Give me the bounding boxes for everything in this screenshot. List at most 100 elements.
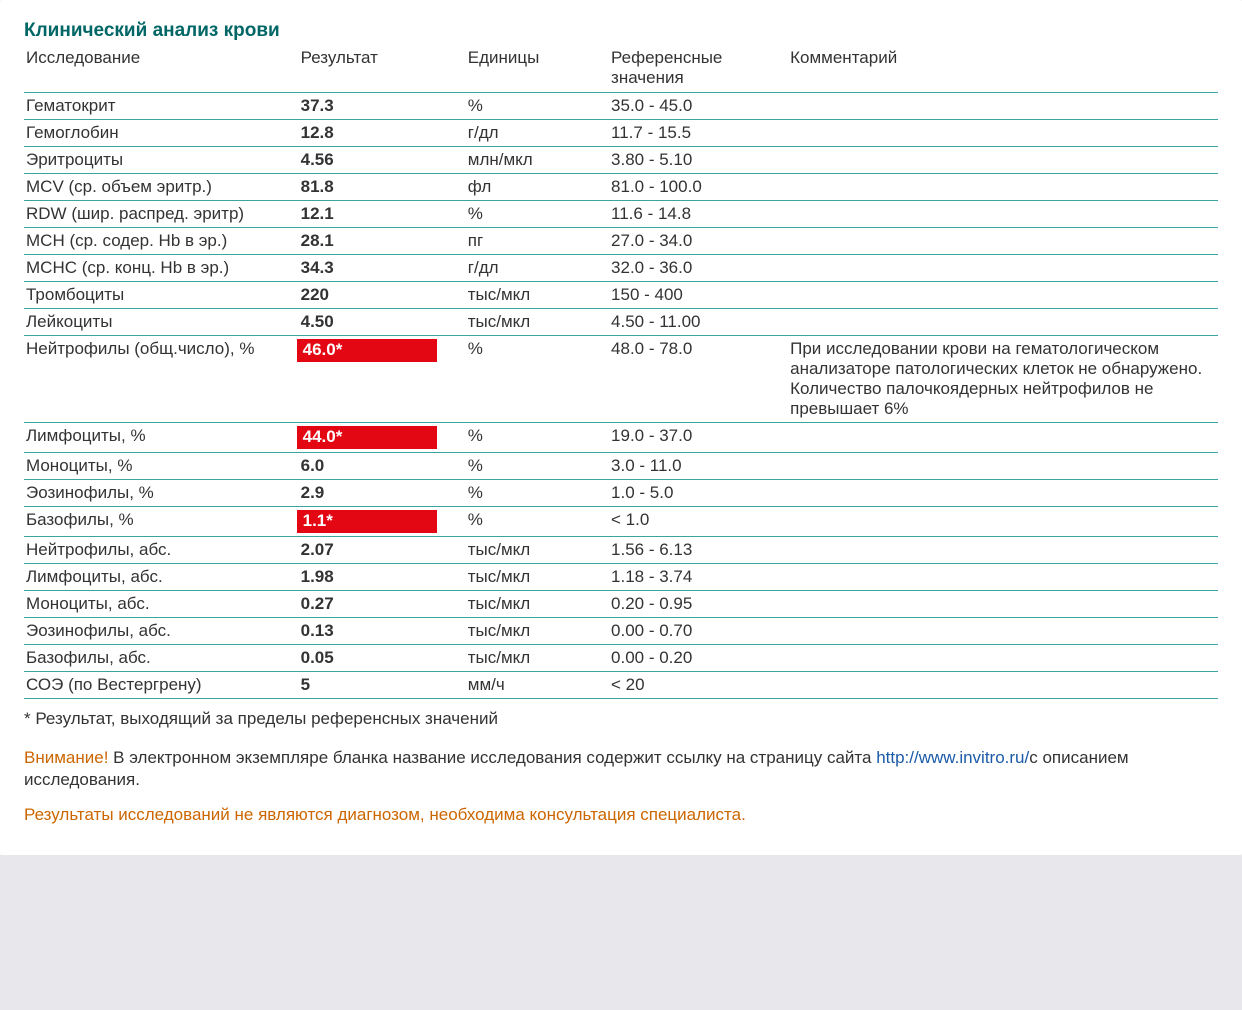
cell-units: г/дл [466, 120, 609, 147]
cell-reference: 3.0 - 11.0 [609, 453, 788, 480]
table-row: Гематокрит37.3%35.0 - 45.0 [24, 93, 1218, 120]
cell-comment: При исследовании крови на гематологическ… [788, 336, 1218, 423]
table-row: Гемоглобин12.8г/дл11.7 - 15.5 [24, 120, 1218, 147]
electronic-form-note: Внимание! В электронном экземпляре бланк… [24, 747, 1218, 791]
warning-text-before: В электронном экземпляре бланка название… [108, 748, 876, 767]
cell-comment [788, 120, 1218, 147]
cell-reference: 150 - 400 [609, 282, 788, 309]
cell-result: 1.98 [299, 564, 466, 591]
table-header-row: Исследование Результат Единицы Референсн… [24, 44, 1218, 93]
table-row: MCHC (ср. конц. Hb в эр.)34.3г/дл32.0 - … [24, 255, 1218, 282]
cell-comment [788, 537, 1218, 564]
cell-test-name[interactable]: Тромбоциты [24, 282, 299, 309]
table-row: Эозинофилы, %2.9%1.0 - 5.0 [24, 480, 1218, 507]
cell-result: 4.50 [299, 309, 466, 336]
cell-result: 46.0* [299, 336, 466, 423]
cell-comment [788, 201, 1218, 228]
cell-test-name[interactable]: Лимфоциты, абс. [24, 564, 299, 591]
cell-comment [788, 93, 1218, 120]
cell-reference: 48.0 - 78.0 [609, 336, 788, 423]
cell-units: г/дл [466, 255, 609, 282]
cell-reference: 0.20 - 0.95 [609, 591, 788, 618]
cell-test-name[interactable]: Базофилы, % [24, 507, 299, 537]
cell-reference: 81.0 - 100.0 [609, 174, 788, 201]
table-row: Эритроциты4.56млн/мкл3.80 - 5.10 [24, 147, 1218, 174]
cell-test-name[interactable]: Нейтрофилы, абс. [24, 537, 299, 564]
table-row: Моноциты, %6.0%3.0 - 11.0 [24, 453, 1218, 480]
cell-result: 2.9 [299, 480, 466, 507]
abnormal-badge: 44.0* [297, 426, 437, 449]
table-row: Лейкоциты4.50тыс/мкл4.50 - 11.00 [24, 309, 1218, 336]
cell-comment [788, 645, 1218, 672]
cell-test-name[interactable]: Гематокрит [24, 93, 299, 120]
cell-comment [788, 282, 1218, 309]
cell-comment [788, 174, 1218, 201]
cell-test-name[interactable]: Нейтрофилы (общ.число), % [24, 336, 299, 423]
cell-test-name[interactable]: Базофилы, абс. [24, 645, 299, 672]
report-page: Клинический анализ крови Исследование Ре… [0, 0, 1242, 855]
warning-url[interactable]: http://www.invitro.ru/ [876, 748, 1029, 767]
cell-result: 220 [299, 282, 466, 309]
table-row: Базофилы, %1.1*%< 1.0 [24, 507, 1218, 537]
cell-result: 44.0* [299, 423, 466, 453]
cell-test-name[interactable]: Моноциты, абс. [24, 591, 299, 618]
col-header-units: Единицы [466, 44, 609, 93]
cell-units: % [466, 480, 609, 507]
table-row: Базофилы, абс.0.05тыс/мкл0.00 - 0.20 [24, 645, 1218, 672]
cell-units: % [466, 507, 609, 537]
table-row: Тромбоциты220тыс/мкл150 - 400 [24, 282, 1218, 309]
cell-comment [788, 228, 1218, 255]
cell-units: тыс/мкл [466, 309, 609, 336]
cell-result: 5 [299, 672, 466, 699]
cell-result: 1.1* [299, 507, 466, 537]
cell-reference: 4.50 - 11.00 [609, 309, 788, 336]
cell-result: 12.8 [299, 120, 466, 147]
cell-test-name[interactable]: Моноциты, % [24, 453, 299, 480]
disclaimer-text: Результаты исследований не являются диаг… [24, 805, 1218, 825]
cell-test-name[interactable]: Лейкоциты [24, 309, 299, 336]
cell-units: тыс/мкл [466, 282, 609, 309]
cell-reference: 1.18 - 3.74 [609, 564, 788, 591]
cell-comment [788, 618, 1218, 645]
table-row: Лимфоциты, абс.1.98тыс/мкл1.18 - 3.74 [24, 564, 1218, 591]
abnormal-badge: 1.1* [297, 510, 437, 533]
cell-comment [788, 423, 1218, 453]
cell-test-name[interactable]: Гемоглобин [24, 120, 299, 147]
cell-reference: < 20 [609, 672, 788, 699]
cell-result: 0.27 [299, 591, 466, 618]
cell-units: тыс/мкл [466, 645, 609, 672]
cell-test-name[interactable]: Эозинофилы, абс. [24, 618, 299, 645]
table-row: Лимфоциты, %44.0*%19.0 - 37.0 [24, 423, 1218, 453]
warning-label: Внимание! [24, 748, 108, 767]
cell-test-name[interactable]: MCV (ср. объем эритр.) [24, 174, 299, 201]
cell-result: 37.3 [299, 93, 466, 120]
blood-test-table: Исследование Результат Единицы Референсн… [24, 44, 1218, 699]
cell-test-name[interactable]: СОЭ (по Вестергрену) [24, 672, 299, 699]
table-row: RDW (шир. распред. эритр)12.1%11.6 - 14.… [24, 201, 1218, 228]
cell-units: тыс/мкл [466, 564, 609, 591]
cell-test-name[interactable]: Лимфоциты, % [24, 423, 299, 453]
cell-test-name[interactable]: Эозинофилы, % [24, 480, 299, 507]
table-row: Моноциты, абс.0.27тыс/мкл0.20 - 0.95 [24, 591, 1218, 618]
cell-comment [788, 255, 1218, 282]
cell-result: 0.05 [299, 645, 466, 672]
cell-test-name[interactable]: MCHC (ср. конц. Hb в эр.) [24, 255, 299, 282]
cell-test-name[interactable]: Эритроциты [24, 147, 299, 174]
cell-test-name[interactable]: RDW (шир. распред. эритр) [24, 201, 299, 228]
cell-units: млн/мкл [466, 147, 609, 174]
cell-units: % [466, 93, 609, 120]
cell-units: мм/ч [466, 672, 609, 699]
cell-result: 2.07 [299, 537, 466, 564]
col-header-reference: Референсные значения [609, 44, 788, 93]
table-row: Нейтрофилы, абс.2.07тыс/мкл1.56 - 6.13 [24, 537, 1218, 564]
cell-comment [788, 564, 1218, 591]
footnote-asterisk: * Результат, выходящий за пределы рефере… [24, 709, 1218, 729]
cell-reference: < 1.0 [609, 507, 788, 537]
cell-test-name[interactable]: MCH (ср. содер. Hb в эр.) [24, 228, 299, 255]
cell-result: 34.3 [299, 255, 466, 282]
cell-comment [788, 480, 1218, 507]
cell-units: пг [466, 228, 609, 255]
cell-reference: 32.0 - 36.0 [609, 255, 788, 282]
cell-result: 28.1 [299, 228, 466, 255]
cell-units: тыс/мкл [466, 537, 609, 564]
